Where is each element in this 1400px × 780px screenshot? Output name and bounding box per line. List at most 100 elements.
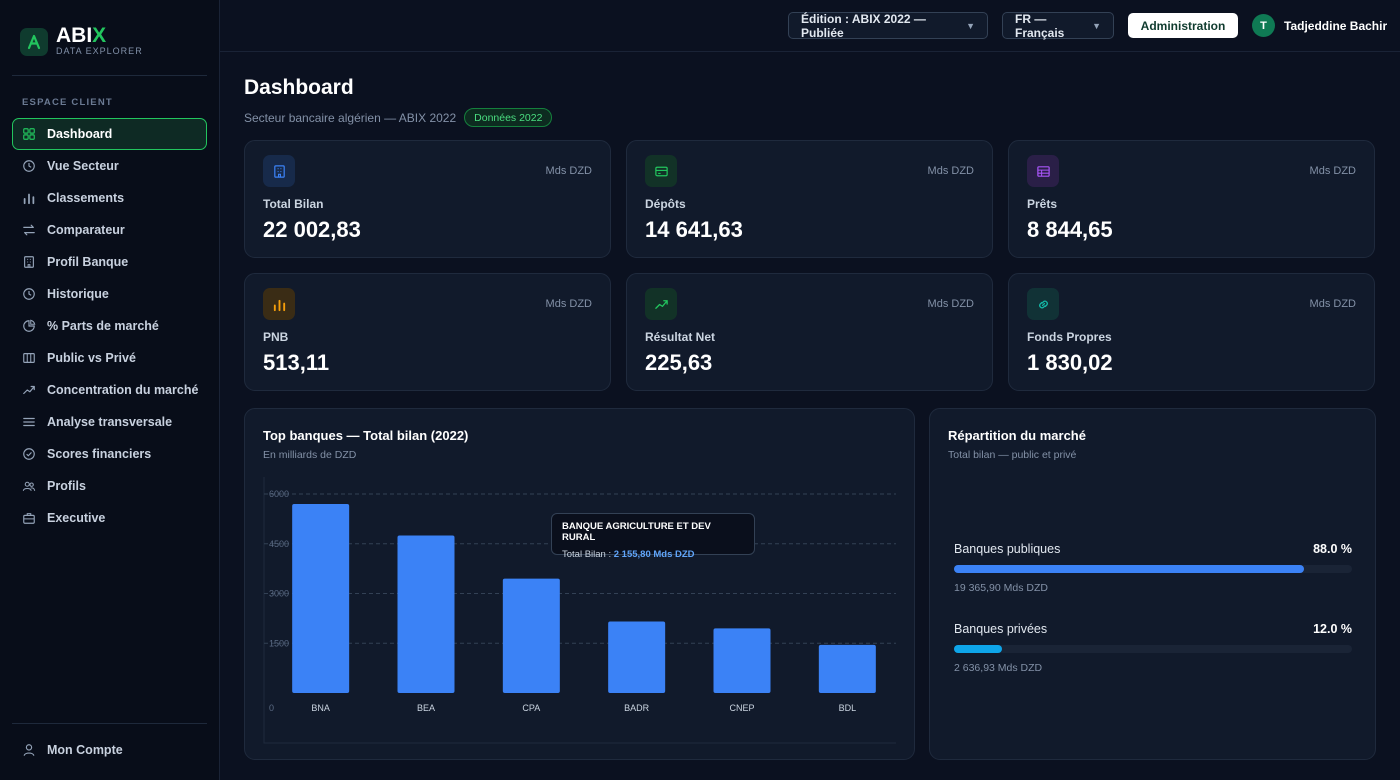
kpi-label: PNB [263, 330, 289, 344]
kpi-label: Résultat Net [645, 330, 716, 344]
kpi-card: Mds DZD Prêts 8 844,65 [1008, 140, 1375, 258]
sidebar-item-concentration-du-march[interactable]: Concentration du marché [12, 374, 207, 406]
tooltip-label: Total Bilan : [562, 549, 614, 560]
brand[interactable]: ABIX DATA EXPLORER [20, 24, 143, 57]
sidebar-item-label: Concentration du marché [47, 383, 199, 397]
sidebar-item-scores-financiers[interactable]: Scores financiers [12, 438, 207, 470]
card-icon [645, 155, 677, 187]
chart-bar [818, 644, 876, 693]
market-row: Banques privées 12.0 % 2 636,93 Mds DZD [954, 622, 1352, 674]
swap-icon [23, 224, 35, 236]
kpi-card: Mds DZD PNB 513,11 [244, 273, 611, 391]
sidebar-item-comparateur[interactable]: Comparateur [12, 214, 207, 246]
kpi-value: 1 830,02 [1027, 350, 1113, 375]
chart-bar [713, 628, 771, 693]
brand-subtitle: DATA EXPLORER [56, 46, 143, 56]
market-progress-track [954, 645, 1352, 653]
sidebar-divider [12, 723, 207, 724]
kpi-unit: Mds DZD [545, 298, 592, 310]
x-tick-label: BADR [624, 703, 650, 713]
chart-bar [292, 503, 350, 693]
sidebar-item-analyse-transversale[interactable]: Analyse transversale [12, 406, 207, 438]
sidebar-item-label: Scores financiers [47, 447, 152, 461]
language-value: FR — Français [1015, 11, 1065, 40]
page-subtitle: Secteur bancaire algérien — ABIX 2022 [244, 110, 457, 125]
sidebar-item-label: Executive [47, 511, 106, 525]
market-share-panel: Répartition du marché Total bilan — publ… [929, 408, 1376, 760]
market-row-amount: 2 636,93 Mds DZD [954, 662, 1043, 674]
account-link[interactable]: Mon Compte [12, 734, 207, 766]
page-subtitle-row: Secteur bancaire algérien — ABIX 2022 Do… [244, 108, 553, 127]
kpi-value: 14 641,63 [645, 217, 743, 242]
edition-select[interactable]: Édition : ABIX 2022 — Publiée ▼ [788, 12, 988, 40]
chart-axis [263, 477, 896, 744]
market-row-percent: 88.0 % [1313, 542, 1352, 556]
top-banks-panel: Top banques — Total bilan (2022) En mill… [244, 408, 915, 760]
market-progress-fill [954, 645, 1002, 653]
y-tick-label: 3000 [269, 589, 289, 599]
sidebar-item-historique[interactable]: Historique [12, 278, 207, 310]
sidebar-item-label: Comparateur [47, 223, 125, 237]
sidebar-item-public-vs-priv[interactable]: Public vs Privé [12, 342, 207, 374]
sidebar-item-label: Profils [47, 479, 86, 493]
brand-name-accent: X [92, 24, 107, 47]
y-tick-label: 0 [269, 703, 274, 713]
trend-icon [645, 288, 677, 320]
sidebar-divider [12, 75, 207, 76]
page-title: Dashboard [244, 76, 354, 99]
user-icon [23, 744, 35, 756]
pie-icon [23, 319, 36, 332]
table-icon [1027, 155, 1059, 187]
y-tick-label: 1500 [269, 638, 289, 648]
administration-button[interactable]: Administration [1128, 13, 1238, 38]
link-icon [1027, 288, 1059, 320]
chart-bar [608, 621, 666, 693]
chart-tooltip: BANQUE AGRICULTURE ET DEV RURAL Total Bi… [551, 513, 755, 560]
sidebar-item-executive[interactable]: Executive [12, 502, 207, 534]
kpi-label: Total Bilan [263, 197, 324, 211]
sidebar-item-parts-de-march[interactable]: % Parts de marché [12, 310, 207, 342]
kpi-value: 22 002,83 [263, 217, 361, 242]
sidebar-item-classements[interactable]: Classements [12, 182, 207, 214]
sidebar-item-vue-secteur[interactable]: Vue Secteur [12, 150, 207, 182]
kpi-value: 513,11 [263, 350, 330, 375]
kpi-unit: Mds DZD [1309, 165, 1356, 177]
panel-title: Répartition du marché [948, 428, 1086, 443]
bar-chart-icon [263, 288, 295, 320]
brand-name-main: ABI [56, 24, 93, 47]
market-row-amount: 19 365,90 Mds DZD [954, 582, 1048, 594]
section-label: ESPACE CLIENT [22, 97, 113, 108]
topbar: Édition : ABIX 2022 — Publiée ▼ FR — Fran… [220, 0, 1400, 52]
language-select[interactable]: FR — Français ▼ [1002, 11, 1114, 40]
sidebar-item-profil-banque[interactable]: Profil Banque [12, 246, 207, 278]
chevron-down-icon: ▼ [966, 20, 975, 31]
year-badge: Données 2022 [464, 108, 553, 127]
account-label: Mon Compte [47, 743, 123, 757]
sidebar-item-label: Historique [47, 287, 109, 301]
sidebar-item-profils[interactable]: Profils [12, 470, 207, 502]
logo-icon [20, 27, 48, 56]
x-tick-label: CPA [522, 703, 540, 713]
bar-chart: 0 1500 3000 4500 6000 BNA BEA CPA BADR CNEP BDL [263, 477, 896, 744]
columns-icon [23, 353, 35, 363]
market-row-name: Banques publiques [954, 542, 1061, 556]
briefcase-icon [23, 513, 35, 524]
kpi-label: Fonds Propres [1027, 330, 1112, 344]
kpi-value: 225,63 [645, 350, 713, 375]
kpi-unit: Mds DZD [1309, 298, 1356, 310]
lines-icon [23, 417, 35, 427]
sidebar-nav: Dashboard Vue Secteur Classements Comparate… [12, 118, 207, 534]
user-menu[interactable]: T Tadjeddine Bachir [1252, 14, 1387, 37]
sidebar-item-label: Vue Secteur [47, 159, 119, 173]
avatar: T [1252, 14, 1275, 37]
tooltip-title: BANQUE AGRICULTURE ET DEV RURAL [562, 521, 711, 543]
kpi-value: 8 844,65 [1027, 217, 1113, 242]
clock-icon [23, 288, 35, 300]
kpi-card: Mds DZD Résultat Net 225,63 [626, 273, 993, 391]
building-icon [263, 155, 295, 187]
x-tick-label: BNA [311, 703, 330, 713]
x-tick-label: CNEP [729, 703, 754, 713]
sidebar-item-dashboard[interactable]: Dashboard [12, 118, 207, 150]
kpi-unit: Mds DZD [927, 298, 974, 310]
sidebar-item-label: Dashboard [47, 127, 113, 141]
